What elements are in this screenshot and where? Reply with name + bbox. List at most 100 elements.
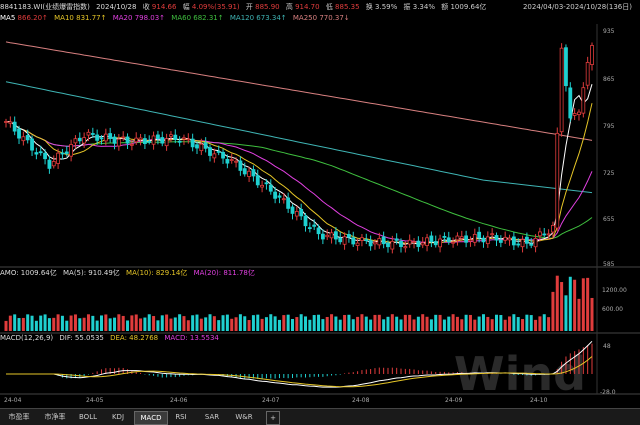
volume-bar <box>503 319 507 331</box>
candle <box>572 113 577 116</box>
volume-bar <box>199 318 203 331</box>
candle <box>225 158 230 164</box>
volume-bar <box>286 314 290 331</box>
volume-bar <box>343 314 347 331</box>
volume-bar <box>360 314 364 331</box>
tab-macd[interactable]: MACD <box>134 411 168 425</box>
candle <box>25 135 30 141</box>
candle <box>451 241 455 244</box>
volume-bar <box>121 315 125 331</box>
price-tick: 795 <box>603 123 615 130</box>
candle <box>333 231 338 240</box>
tab-pb[interactable]: 市净率 <box>44 413 66 421</box>
candle <box>407 239 412 245</box>
low-label: 低 <box>325 3 333 11</box>
volume-bar <box>43 314 47 331</box>
volume-bar <box>186 320 190 331</box>
ma5-legend: MA5 866.20↑ <box>0 14 48 22</box>
candle <box>34 152 39 155</box>
volume-bar <box>47 318 51 331</box>
date-range[interactable]: 2024/04/03-2024/10/28(136日) <box>522 3 632 11</box>
volume-bar <box>264 317 268 331</box>
tab-wr[interactable]: W&R <box>235 413 253 421</box>
tab-boll[interactable]: BOLL <box>79 413 97 421</box>
volume-bar <box>208 314 212 331</box>
tab-kdj[interactable]: KDJ <box>111 413 125 421</box>
volume-bar <box>225 314 229 331</box>
candle <box>307 227 312 229</box>
macd-dif: DIF: 55.0535 <box>59 334 104 342</box>
tab-pe[interactable]: 市盈率 <box>8 413 30 421</box>
amount-label: 额 <box>441 3 449 11</box>
volume-bar <box>234 317 238 331</box>
candle <box>459 236 464 239</box>
volume-bar <box>321 319 325 331</box>
ma10-line <box>5 103 593 245</box>
candle <box>17 128 21 139</box>
ma120-legend: MA120 673.34↑ <box>229 14 287 22</box>
volume-bar <box>581 278 585 331</box>
amo-tick: 600.00 <box>602 306 623 313</box>
tab-sar[interactable]: SAR <box>204 413 220 421</box>
macd-dea: DEA: 48.2768 <box>110 334 159 342</box>
add-tab-button[interactable]: + <box>266 411 280 425</box>
volume-bar <box>217 320 221 331</box>
candle <box>342 236 347 245</box>
candle <box>156 134 160 140</box>
price-tick: 935 <box>603 28 615 35</box>
candle <box>381 236 386 245</box>
volume-bar <box>373 314 377 331</box>
candle <box>403 246 408 249</box>
x-tick: 24-10 <box>530 397 548 404</box>
candle <box>164 138 169 147</box>
volume-bar <box>534 319 538 331</box>
macd-lines <box>6 340 593 388</box>
volume-bar <box>304 316 308 331</box>
volume-bar <box>538 316 542 331</box>
candle <box>455 235 460 241</box>
volume-bar <box>568 276 572 331</box>
macd-legend: MACD(12,26,9) DIF: 55.0535 DEA: 48.2768 … <box>0 334 640 342</box>
amo-ma20: MA(20): 811.78亿 <box>193 269 255 277</box>
volume-bar <box>243 316 247 331</box>
candle <box>221 151 225 159</box>
candle <box>56 152 60 164</box>
candle <box>316 227 321 235</box>
x-tick: 24-09 <box>445 397 463 404</box>
candle <box>247 170 251 177</box>
volume-bar <box>308 319 312 331</box>
amo-ma10: MA(10): 829.14亿 <box>126 269 188 277</box>
volume-bar <box>438 314 442 331</box>
tab-rsi[interactable]: RSI <box>175 413 187 421</box>
candle <box>203 142 208 149</box>
candle <box>264 182 269 185</box>
open-label: 开 <box>245 3 253 11</box>
candle <box>503 236 508 241</box>
candle <box>399 240 403 247</box>
amplitude-label: 振 <box>403 3 411 11</box>
x-tick: 24-06 <box>170 397 188 404</box>
candle <box>412 241 416 243</box>
kline-chart[interactable]: Wind <box>0 24 640 408</box>
candle <box>294 211 299 217</box>
candle <box>129 143 134 146</box>
volume-bar <box>573 279 577 331</box>
volume-bar <box>269 314 273 331</box>
candle <box>51 161 56 167</box>
candle <box>199 143 204 152</box>
x-tick: 24-04 <box>4 397 22 404</box>
quote-date: 2024/10/28 <box>96 3 137 11</box>
volume-bar <box>542 314 546 331</box>
volume-bar <box>516 317 520 331</box>
candle <box>312 224 317 227</box>
volume-bar <box>317 314 321 331</box>
candle <box>464 235 469 243</box>
macd-name: MACD(12,26,9) <box>0 334 54 342</box>
volume-bar <box>290 318 294 331</box>
ma5-line <box>5 84 593 245</box>
volume-bar <box>95 320 99 331</box>
volume-bar <box>295 317 299 331</box>
candle <box>438 238 442 248</box>
close-value: 914.66 <box>151 3 177 11</box>
candle <box>43 152 47 160</box>
